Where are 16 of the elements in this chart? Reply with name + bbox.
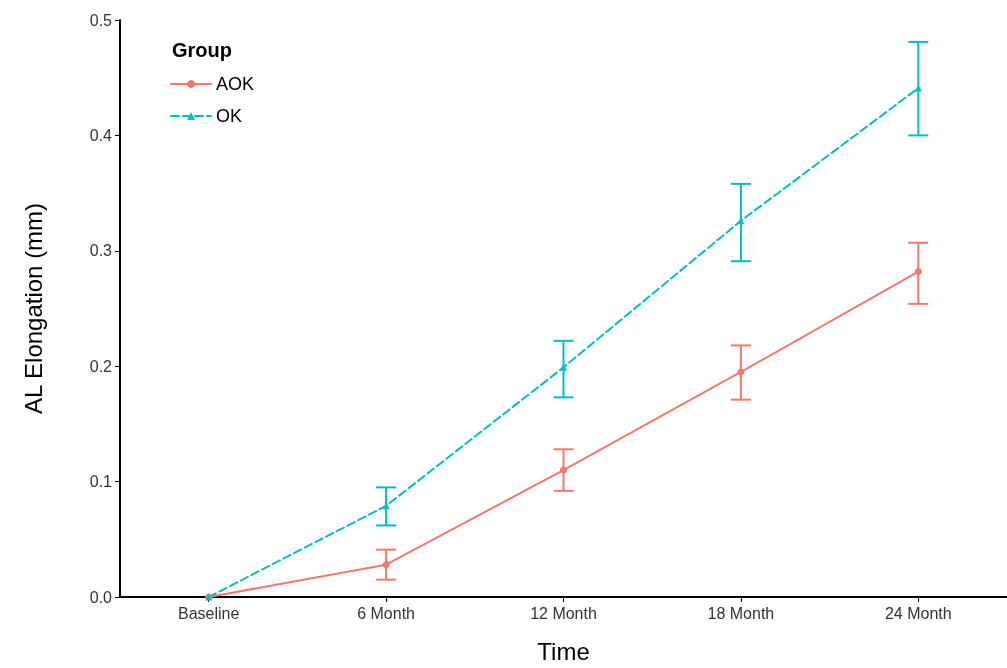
y-tick-label: 0.2 <box>89 357 113 375</box>
x-tick-label: Baseline <box>178 604 240 622</box>
y-tick-label: 0.1 <box>89 473 113 491</box>
y-axis-title: AL Elongation (mm) <box>19 202 47 415</box>
x-axis-title: Time <box>537 637 590 665</box>
x-tick-label: 6 Month <box>357 604 416 622</box>
x-tick-label: 24 Month <box>884 604 952 622</box>
y-tick-label: 0.0 <box>89 588 113 606</box>
legend-label: AOK <box>216 74 255 94</box>
x-tick-label: 12 Month <box>530 604 597 622</box>
y-tick-label: 0.3 <box>89 242 113 260</box>
legend-label: OK <box>216 106 243 126</box>
y-tick-label: 0.5 <box>89 11 113 29</box>
x-tick-label: 18 Month <box>707 604 775 622</box>
y-tick-label: 0.4 <box>89 126 113 144</box>
legend-title: Group <box>172 39 232 61</box>
